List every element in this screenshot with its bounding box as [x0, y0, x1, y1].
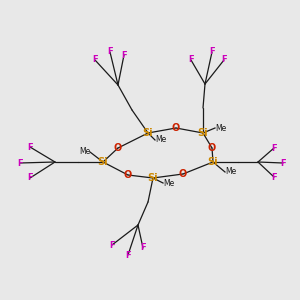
Text: F: F — [209, 47, 215, 56]
Text: F: F — [221, 56, 227, 64]
Text: O: O — [179, 169, 187, 179]
Text: F: F — [125, 250, 131, 260]
Text: F: F — [107, 47, 113, 56]
Text: F: F — [17, 158, 23, 167]
Text: Si: Si — [148, 173, 158, 183]
Text: O: O — [124, 170, 132, 180]
Text: O: O — [208, 143, 216, 153]
Text: F: F — [280, 158, 286, 167]
Text: O: O — [172, 123, 180, 133]
Text: Me: Me — [215, 124, 226, 133]
Text: F: F — [121, 50, 127, 59]
Text: F: F — [92, 56, 98, 64]
Text: Si: Si — [208, 157, 218, 167]
Text: F: F — [109, 241, 115, 250]
Text: F: F — [271, 143, 277, 152]
Text: F: F — [140, 244, 146, 253]
Text: O: O — [114, 143, 122, 153]
Text: F: F — [27, 173, 33, 182]
Text: Me: Me — [163, 178, 174, 188]
Text: F: F — [271, 172, 277, 182]
Text: Si: Si — [98, 157, 108, 167]
Text: F: F — [27, 142, 33, 152]
Text: Si: Si — [143, 128, 153, 138]
Text: Si: Si — [198, 128, 208, 138]
Text: Me: Me — [225, 167, 236, 176]
Text: Me: Me — [79, 148, 90, 157]
Text: F: F — [188, 56, 194, 64]
Text: Me: Me — [155, 136, 166, 145]
